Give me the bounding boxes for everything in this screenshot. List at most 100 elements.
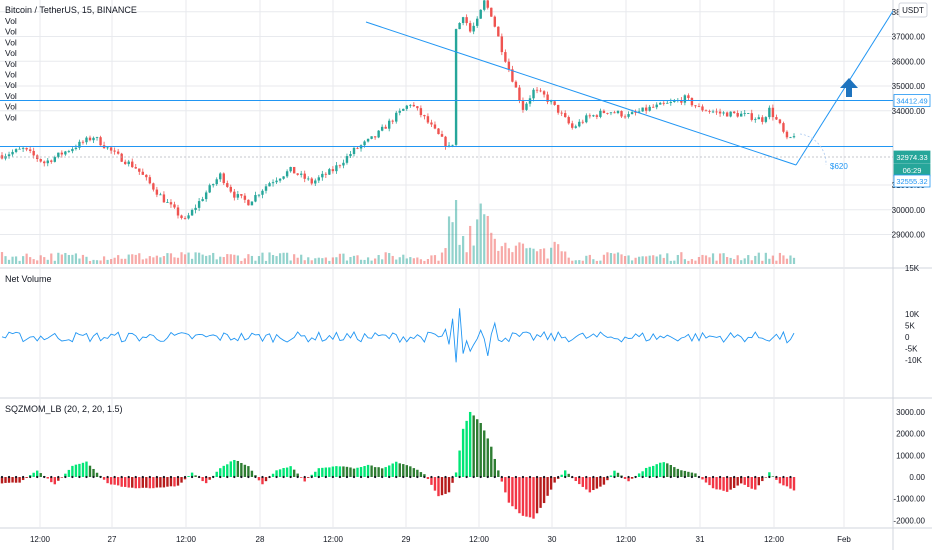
volume-bar [173, 257, 176, 264]
momentum-bar [366, 464, 370, 477]
candle-body [317, 177, 320, 181]
volume-bar [676, 254, 679, 264]
candle-body [328, 169, 331, 175]
squeeze-dot [528, 475, 532, 479]
vol-legend-label[interactable]: Vol [5, 112, 17, 122]
momentum-bar [673, 467, 676, 477]
volume-bar [789, 255, 792, 264]
momentum-bar [778, 477, 782, 484]
sqzmom-title[interactable]: SQZMOM_LB (20, 2, 20, 1.5) [5, 404, 123, 414]
vol-legend-label[interactable]: Vol [5, 16, 17, 26]
momentum-bar [740, 477, 743, 484]
squeeze-dot [409, 475, 412, 479]
squeeze-dot [317, 475, 320, 479]
volume-bar [535, 251, 539, 264]
candle-body [162, 194, 166, 203]
volume-bar [282, 252, 285, 264]
volume-histogram [0, 200, 796, 264]
momentum-bar [405, 465, 408, 477]
time-tick-label: 12:00 [323, 535, 344, 544]
volume-bar [78, 258, 81, 264]
vol-legend-label[interactable]: Vol [5, 91, 17, 101]
vol-legend-label[interactable]: Vol [5, 27, 17, 37]
momentum-bar [338, 466, 342, 477]
vol-legend-label[interactable]: Vol [5, 37, 17, 47]
volume-bar [648, 255, 651, 264]
squeeze-dot [176, 475, 180, 479]
currency-badge[interactable] [898, 2, 928, 18]
candle-body [715, 111, 718, 113]
candle-body [461, 17, 465, 24]
volume-bar [345, 260, 349, 264]
candle-body [708, 111, 711, 112]
momentum-bar [599, 477, 602, 487]
squeeze-dot [43, 475, 46, 479]
squeeze-dot [374, 475, 377, 479]
candle-body [747, 113, 750, 114]
volume-bar [521, 243, 525, 264]
candle-body [609, 112, 613, 114]
user-drawings[interactable]: $620 [0, 10, 894, 171]
net-volume-title[interactable]: Net Volume [5, 274, 52, 284]
volume-bar [652, 255, 655, 264]
momentum-bar [289, 466, 292, 477]
squeeze-dot [775, 475, 778, 479]
momentum-bar [32, 472, 35, 477]
vol-legend-label[interactable]: Vol [5, 102, 17, 112]
squeeze-dot [747, 475, 750, 479]
volume-bar [60, 254, 63, 264]
momentum-bar [542, 477, 546, 504]
squeeze-dot [444, 475, 447, 479]
vol-legend-label[interactable]: Vol [5, 80, 17, 90]
volume-bar [659, 254, 662, 264]
momentum-bar [409, 466, 412, 477]
price-tag-box [893, 150, 931, 164]
squeeze-dot [789, 475, 792, 479]
candle-body [264, 186, 268, 191]
momentum-bar [761, 477, 764, 482]
momentum-bar [78, 463, 81, 477]
momentum-bar [606, 477, 609, 481]
squeeze-dot [458, 475, 461, 479]
momentum-bar [190, 472, 194, 477]
price-tick-label: 30000.00 [892, 206, 926, 215]
volume-bar [634, 257, 637, 264]
momentum-bar [71, 465, 74, 477]
volume-bar [50, 253, 53, 264]
candle-body [486, 0, 489, 8]
candle-body [722, 112, 725, 114]
volume-bar [278, 253, 282, 264]
volume-bar [180, 252, 183, 264]
momentum-bar [296, 473, 299, 477]
momentum-bar [500, 477, 504, 482]
momentum-bar [176, 477, 180, 486]
volume-bar [99, 260, 102, 264]
momentum-tick-label: 0.00 [909, 473, 925, 482]
candle-body [25, 147, 28, 150]
volume-bar [518, 242, 521, 264]
up-arrow-icon[interactable] [840, 78, 858, 97]
volume-bar [377, 255, 380, 264]
squeeze-dot [718, 475, 722, 479]
candle-body [324, 173, 328, 175]
candle-body [289, 166, 292, 172]
momentum-bar [518, 477, 521, 514]
descending-trend-line[interactable] [365, 21, 797, 166]
volume-bar [11, 256, 14, 264]
volume-bar [440, 252, 444, 264]
symbol-title[interactable]: Bitcoin / TetherUS, 15, BINANCE [5, 5, 137, 15]
momentum-bar [426, 477, 430, 480]
vol-legend-label[interactable]: Vol [5, 59, 17, 69]
candle-body [761, 117, 764, 122]
volume-bar [641, 256, 644, 264]
squeeze-dot [148, 475, 151, 479]
volume-bar [740, 260, 743, 264]
candle-body [81, 141, 85, 143]
momentum-bar [507, 477, 511, 503]
vol-legend-label[interactable]: Vol [5, 70, 17, 80]
vol-legend-label[interactable]: Vol [5, 48, 17, 58]
momentum-bar [564, 470, 567, 477]
candle-body [483, 0, 486, 10]
momentum-bar [7, 477, 11, 483]
